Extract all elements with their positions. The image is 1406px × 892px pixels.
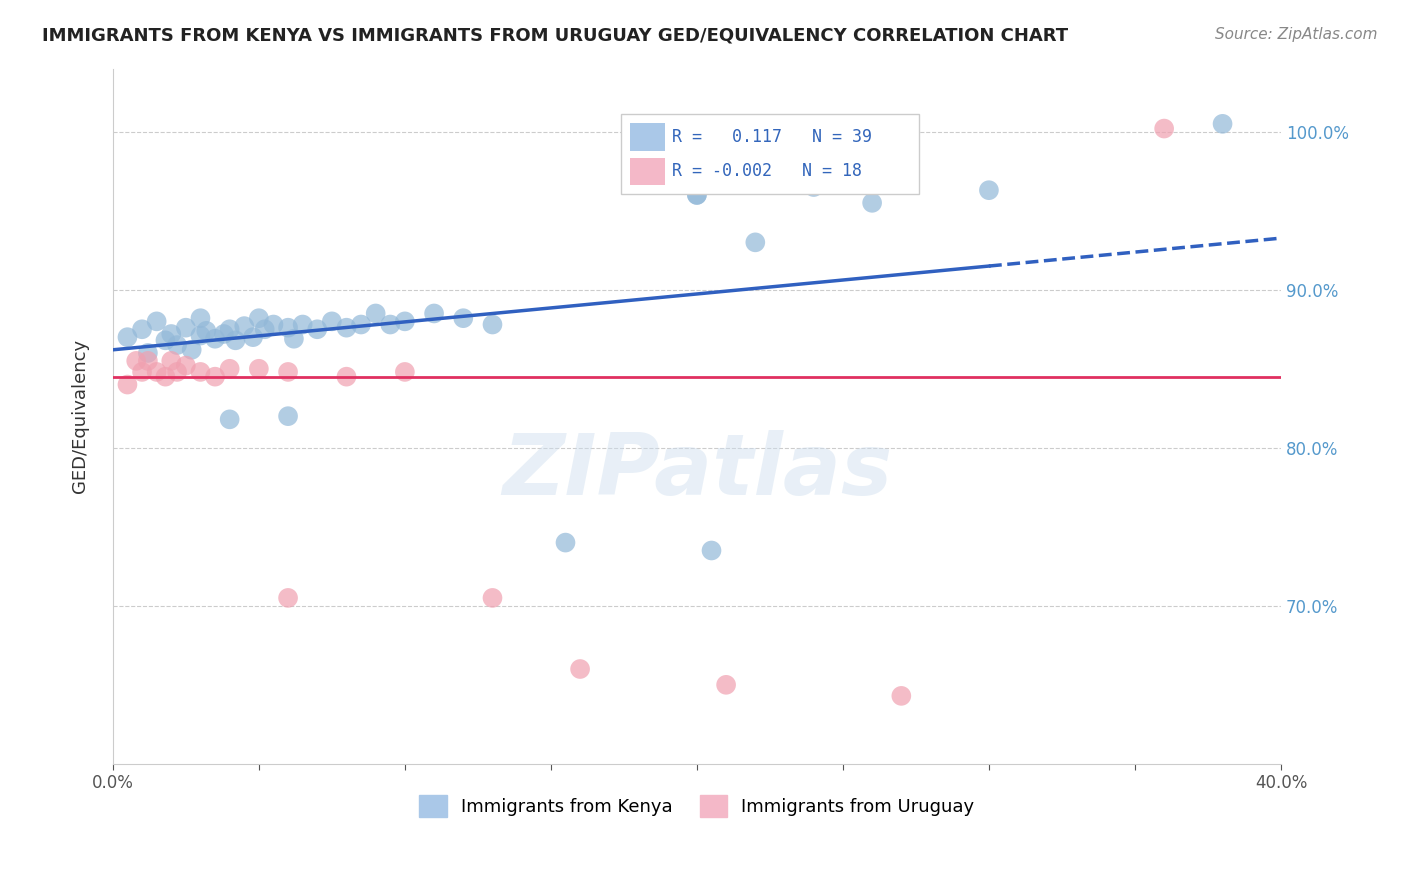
Point <box>277 365 299 379</box>
Text: Source: ZipAtlas.com: Source: ZipAtlas.com <box>1215 27 1378 42</box>
Point <box>803 180 825 194</box>
Point <box>307 322 329 336</box>
Point <box>335 320 357 334</box>
Point <box>1212 117 1234 131</box>
Point <box>190 365 212 379</box>
Point <box>155 334 177 348</box>
Text: ZIPatlas: ZIPatlas <box>502 430 891 513</box>
Point <box>481 318 503 332</box>
Point <box>117 377 139 392</box>
Point <box>136 354 159 368</box>
Point <box>212 326 235 341</box>
Point <box>174 359 197 373</box>
Point <box>204 369 226 384</box>
Point <box>190 328 212 343</box>
Point <box>453 311 475 326</box>
Point <box>394 314 416 328</box>
FancyBboxPatch shape <box>621 113 920 194</box>
Point <box>380 318 402 332</box>
Point <box>125 354 148 368</box>
Point <box>131 322 153 336</box>
Point <box>224 334 246 348</box>
Point <box>180 343 202 357</box>
Point <box>218 361 240 376</box>
Point <box>166 365 188 379</box>
Point <box>686 188 709 202</box>
Point <box>554 535 576 549</box>
Point <box>394 365 416 379</box>
Y-axis label: GED/Equivalency: GED/Equivalency <box>72 339 89 493</box>
Point <box>1153 121 1175 136</box>
Text: IMMIGRANTS FROM KENYA VS IMMIGRANTS FROM URUGUAY GED/EQUIVALENCY CORRELATION CHA: IMMIGRANTS FROM KENYA VS IMMIGRANTS FROM… <box>42 27 1069 45</box>
Point <box>195 324 218 338</box>
Point <box>277 591 299 605</box>
Point <box>890 689 912 703</box>
Text: R =   0.117   N = 39: R = 0.117 N = 39 <box>672 128 872 145</box>
Point <box>860 195 883 210</box>
Point <box>131 365 153 379</box>
Point <box>155 369 177 384</box>
Point <box>335 369 357 384</box>
Point <box>253 322 276 336</box>
Point <box>423 306 446 320</box>
Point <box>136 346 159 360</box>
Point <box>145 314 167 328</box>
Legend: Immigrants from Kenya, Immigrants from Uruguay: Immigrants from Kenya, Immigrants from U… <box>412 788 981 824</box>
Point <box>283 332 305 346</box>
Point <box>166 338 188 352</box>
Point <box>145 365 167 379</box>
Point <box>744 235 766 250</box>
Point <box>204 332 226 346</box>
Point <box>569 662 592 676</box>
Point <box>247 311 270 326</box>
Point <box>291 318 314 332</box>
Point <box>350 318 373 332</box>
Point <box>686 188 709 202</box>
Point <box>218 412 240 426</box>
Point <box>190 311 212 326</box>
Point <box>714 678 737 692</box>
Point <box>160 354 183 368</box>
Point <box>174 320 197 334</box>
Point <box>160 326 183 341</box>
Point <box>247 361 270 376</box>
Text: R = -0.002   N = 18: R = -0.002 N = 18 <box>672 162 862 180</box>
Point <box>700 543 723 558</box>
Point <box>277 409 299 424</box>
Point <box>277 320 299 334</box>
Point <box>262 318 284 332</box>
Bar <box>630 123 665 151</box>
Point <box>233 319 256 334</box>
Point <box>218 322 240 336</box>
Point <box>364 306 387 320</box>
Point <box>321 314 343 328</box>
Bar <box>630 158 665 186</box>
Point <box>481 591 503 605</box>
Point <box>977 183 1000 197</box>
Point <box>242 330 264 344</box>
Point <box>117 330 139 344</box>
